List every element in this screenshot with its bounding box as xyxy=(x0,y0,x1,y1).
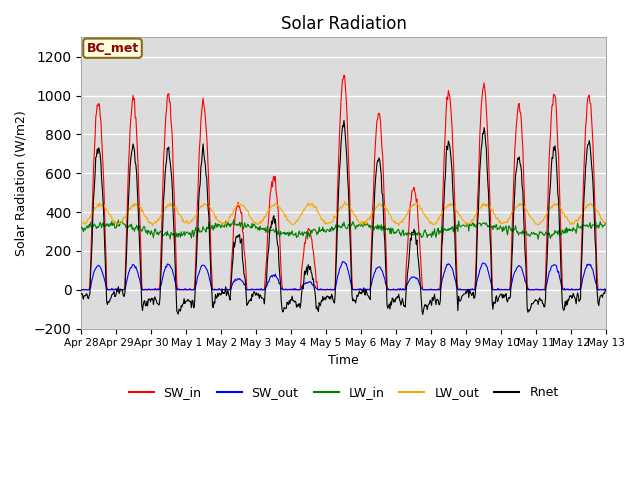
X-axis label: Time: Time xyxy=(328,354,359,367)
Text: BC_met: BC_met xyxy=(86,42,139,55)
Y-axis label: Solar Radiation (W/m2): Solar Radiation (W/m2) xyxy=(15,110,28,256)
Title: Solar Radiation: Solar Radiation xyxy=(281,15,406,33)
Legend: SW_in, SW_out, LW_in, LW_out, Rnet: SW_in, SW_out, LW_in, LW_out, Rnet xyxy=(124,382,564,405)
